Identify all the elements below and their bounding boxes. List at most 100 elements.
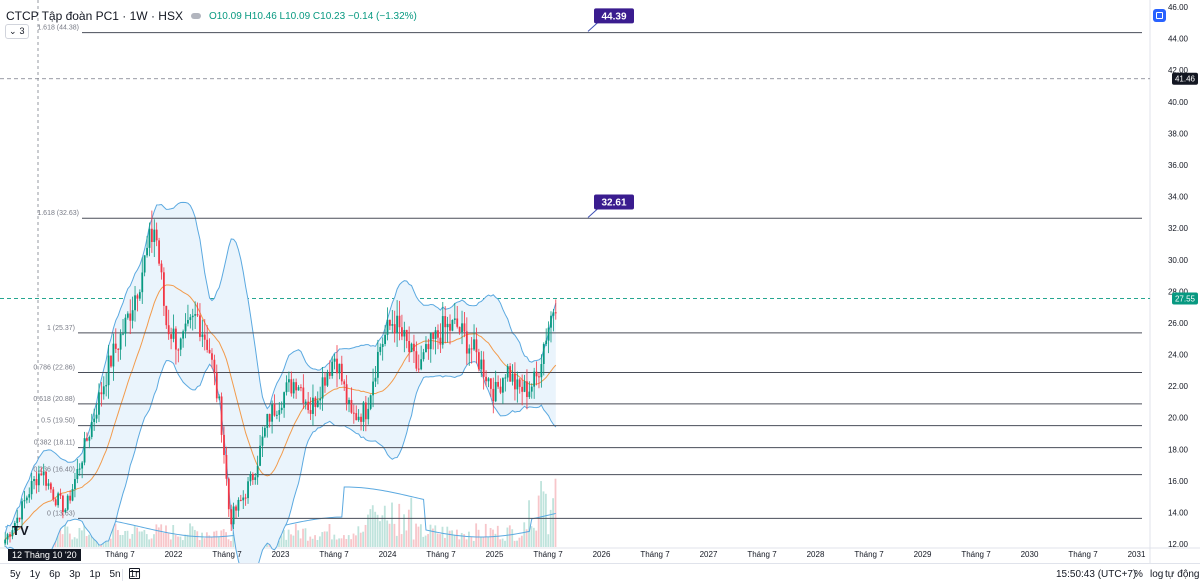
- candle-body: [393, 324, 396, 334]
- range-3p[interactable]: 3p: [69, 569, 81, 580]
- volume-bar: [290, 534, 292, 547]
- x-tick-label: 2023: [272, 550, 290, 559]
- candle-body: [239, 499, 242, 501]
- volume-bar: [76, 538, 78, 547]
- candle-body: [187, 320, 189, 324]
- range-1y[interactable]: 1y: [29, 569, 41, 580]
- fib-level-label: 0.236 (16.40): [33, 467, 75, 474]
- volume-bar: [535, 530, 538, 547]
- y-tick-label: 16.00: [1168, 477, 1189, 486]
- candle-body: [398, 315, 401, 328]
- candle-body: [124, 317, 127, 334]
- volume-bar: [482, 536, 485, 547]
- candle-body: [259, 445, 261, 466]
- candle-body: [6, 534, 9, 540]
- candle-body: [208, 349, 211, 354]
- candle-body: [316, 400, 319, 407]
- candle-body: [203, 334, 206, 340]
- range-5y[interactable]: 5y: [10, 569, 21, 580]
- candle-body: [244, 497, 247, 499]
- candle-body: [225, 455, 228, 479]
- volume-bar: [419, 524, 422, 547]
- clock-label[interactable]: 15:50:43 (UTC+7): [1056, 569, 1137, 580]
- volume-bar: [443, 537, 446, 547]
- volume-bar: [436, 533, 439, 547]
- range-6p[interactable]: 6p: [49, 569, 61, 580]
- volume-bar: [441, 526, 444, 547]
- y-tick-label: 24.00: [1168, 351, 1189, 360]
- fibonacci-levels: 1.618 (44.38) 1.618 (32.63) 1 (25.37) 0.786…: [33, 25, 1142, 519]
- candle-body: [196, 314, 199, 316]
- candle-body: [62, 495, 64, 513]
- x-tick-label: 2022: [165, 550, 183, 559]
- y-tick-label: 44.00: [1168, 35, 1189, 44]
- volume-bar: [138, 531, 141, 547]
- candle-body: [480, 359, 483, 370]
- candle-body: [148, 228, 151, 248]
- volume-bar: [114, 523, 117, 547]
- candle-body: [263, 427, 266, 437]
- candle-body: [220, 396, 223, 435]
- candle-body: [21, 501, 23, 520]
- collapse-indicators-button[interactable]: ⌄ 3: [5, 24, 29, 39]
- fib-level-label: 1.618 (32.63): [37, 210, 79, 217]
- candle-body: [54, 499, 57, 506]
- range-1n[interactable]: 1n: [129, 569, 141, 580]
- volume-bar: [456, 529, 458, 547]
- fib-level-label: 0.786 (22.86): [33, 365, 75, 372]
- volume-bar: [282, 529, 285, 547]
- volume-bar: [177, 536, 179, 547]
- candle-body: [247, 481, 249, 499]
- volume-bar: [400, 534, 403, 547]
- candle-body: [64, 509, 67, 513]
- volume-bar: [145, 534, 148, 547]
- candle-body: [285, 382, 288, 393]
- volume-bar: [196, 531, 199, 547]
- candle-body: [422, 352, 425, 360]
- volume-bar: [532, 527, 535, 547]
- y-tick-label: 30.00: [1168, 256, 1189, 265]
- volume-bar: [544, 493, 547, 547]
- candle-body: [167, 325, 170, 335]
- symbol-title[interactable]: CTCP Tập đoàn PC1 · 1W · HSX: [6, 9, 183, 23]
- candle-body: [242, 497, 245, 501]
- candle-body: [227, 478, 230, 510]
- range-1p[interactable]: 1p: [89, 569, 101, 580]
- candle-body: [535, 371, 538, 377]
- candle-body: [288, 379, 290, 383]
- auto-scale-toggle[interactable]: tự động: [1165, 569, 1200, 580]
- candle-body: [153, 229, 156, 243]
- object-tree-icon[interactable]: [1153, 9, 1166, 22]
- volume-bar: [362, 531, 365, 547]
- x-tick-label: Tháng 7: [854, 550, 884, 559]
- candle-body: [367, 408, 370, 420]
- calendar-icon[interactable]: [129, 568, 140, 579]
- candle-body: [143, 255, 146, 273]
- volume-bar: [141, 531, 143, 547]
- volume-bar: [217, 537, 220, 547]
- x-tick-label: Tháng 7: [533, 550, 563, 559]
- candle-body: [292, 382, 295, 394]
- candle-body: [179, 338, 182, 350]
- eye-icon[interactable]: [190, 13, 201, 19]
- x-tick-label: Tháng 7: [961, 550, 991, 559]
- candle-body: [33, 479, 35, 482]
- candle-body: [554, 312, 557, 314]
- candle-body: [45, 471, 47, 486]
- volume-bar: [345, 538, 348, 547]
- volume-bar: [352, 533, 355, 547]
- candle-body: [379, 346, 382, 352]
- percent-toggle[interactable]: %: [1134, 569, 1143, 580]
- candle-body: [278, 410, 281, 415]
- volume-bar: [523, 522, 526, 547]
- volume-bar: [431, 528, 434, 547]
- candle-body: [155, 229, 158, 241]
- candle-body: [102, 386, 105, 395]
- candle-body: [81, 462, 84, 469]
- candle-body: [28, 494, 31, 498]
- log-toggle[interactable]: log: [1150, 569, 1164, 580]
- callout-label: 32.61: [601, 198, 626, 209]
- range-5n[interactable]: 5n: [109, 569, 121, 580]
- candle-body: [526, 381, 528, 398]
